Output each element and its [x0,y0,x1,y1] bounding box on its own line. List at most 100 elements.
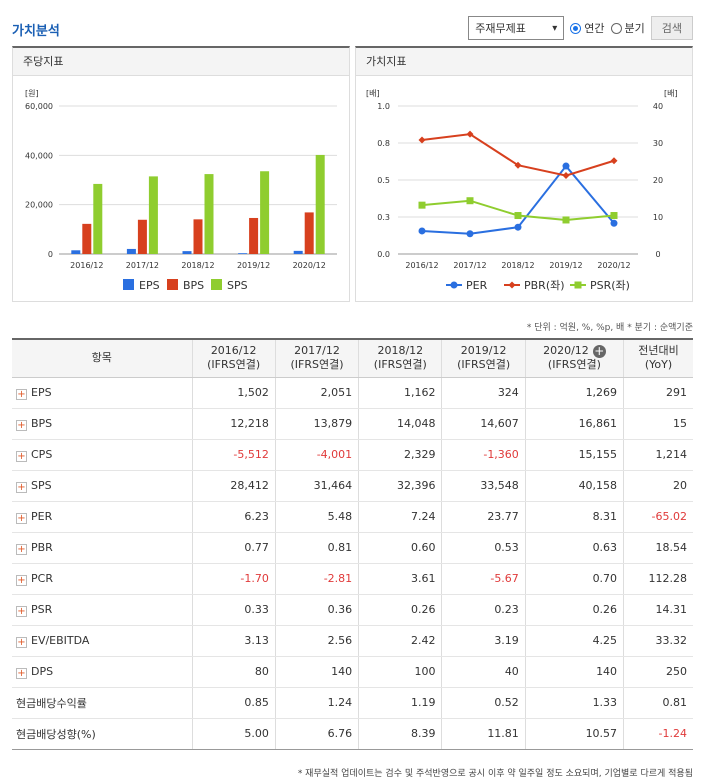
expand-icon[interactable]: + [16,512,27,524]
yoy-cell: 18.54 [623,532,693,564]
row-label-cell[interactable]: + DPS [12,656,192,688]
bar-bps [249,217,259,254]
header-period: 2017/12 [294,344,340,358]
y-tick-label-left: 0.3 [377,213,390,222]
value-cell: 4.25 [524,625,624,657]
legend-swatch-bps [167,279,178,290]
page-title: 가치분석 [12,24,60,39]
value-cell: 33,548 [441,470,526,502]
y-tick-label-left: 0.8 [377,139,390,148]
point-pbr [514,161,522,169]
header-basis: (IFRS연결) [457,358,511,372]
legend-label-per: PER [466,279,488,292]
header-col-1: 2017/12 (IFRS연결) [274,339,359,378]
valuation-panel: 가치지표 [배] [배] 0.0 0 0.3 10 0.5 20 0.8 30 1.0 40 2016/… [355,46,693,302]
row-label: PBR [31,540,53,554]
legend-swatch-sps [211,279,222,290]
row-label-cell[interactable]: + PCR [12,563,192,595]
row-label-cell[interactable]: + PSR [12,594,192,626]
expand-icon[interactable]: + [16,543,27,555]
valuation-line-chart: [배] [배] 0.0 0 0.3 10 0.5 20 0.8 30 1.0 40 2016/12 201… [366,89,678,292]
radio-quarter-dot[interactable] [610,22,622,34]
expand-icon[interactable]: + [16,450,27,462]
value-cell: 0.52 [441,687,526,719]
value-cell: 8.31 [524,501,624,533]
row-label: 현금배당수익률 [16,696,87,710]
row-label: DPS [31,664,54,678]
y-tick-label: 60,000 [25,102,53,111]
expand-icon[interactable]: + [16,481,27,493]
yoy-cell: 14.31 [623,594,693,626]
value-cell: 0.81 [274,532,359,564]
row-label-cell[interactable]: + EPS [12,377,192,409]
header-basis: (IFRS연결) [207,358,261,372]
valuation-panel-title: 가치지표 [356,48,692,76]
expand-icon[interactable]: + [16,574,27,586]
row-label-cell[interactable]: + EV/EBITDA [12,625,192,657]
legend-label-eps: EPS [139,279,160,292]
x-tick-label: 2017/12 [453,261,486,270]
y-tick-label: 0 [48,250,53,259]
statement-select[interactable]: 주재무제표 ▾ [468,16,565,40]
legend-label-psr: PSR(좌) [590,279,630,292]
x-tick-label: 2018/12 [501,261,534,270]
yoy-cell: -65.02 [623,501,693,533]
bar-bps [193,219,203,254]
row-label: EPS [31,385,52,399]
header-col-2: 2018/12 (IFRS연결) [358,339,442,378]
header-basis: (IFRS연결) [547,358,601,372]
row-label: 현금배당성향(%) [16,727,96,741]
bar-eps [293,250,303,254]
point-per [610,219,618,227]
expand-icon[interactable]: + [16,419,27,431]
add-column-icon[interactable]: + [592,344,606,359]
value-cell: 1.19 [358,687,442,719]
row-label-cell[interactable]: + BPS [12,408,192,440]
point-pbr [466,130,474,138]
y-tick-label-right: 40 [653,102,663,111]
row-label-cell[interactable]: + PBR [12,532,192,564]
value-cell: 0.85 [191,687,276,719]
table-row: + DPS 80 140 100 40 140 250 [12,656,693,688]
legend-swatch-eps [123,279,134,290]
per-share-panel: 주당지표 [원] 0 20,000 40,000 60,000 2016/12 2017/1… [12,46,350,302]
expand-icon[interactable]: + [16,605,27,617]
row-label-cell[interactable]: + CPS [12,439,192,471]
expand-icon[interactable]: + [16,388,27,400]
x-tick-label: 2016/12 [70,261,103,270]
search-button[interactable]: 검색 [650,16,693,40]
value-cell: 6.76 [274,718,359,750]
x-tick-label: 2018/12 [181,261,214,270]
value-cell: 1,269 [524,377,624,409]
legend-marker-pbr [508,281,516,289]
value-cell: 0.26 [524,594,624,626]
value-cell: 16,861 [524,408,624,440]
yoy-cell: 0.81 [623,687,693,719]
valuation-table: 항목 2016/12 (IFRS연결) 2017/12 (IFRS연결) 2018/… [12,338,693,750]
row-label-cell[interactable]: + SPS [12,470,192,502]
radio-annual[interactable]: 연간 [570,20,605,36]
row-label: BPS [31,416,53,430]
point-psr [562,216,570,224]
expand-icon[interactable]: + [16,636,27,648]
value-cell: 80 [191,656,276,688]
table-row: + PCR -1.70 -2.81 3.61 -5.67 0.70 112.28 [12,563,693,595]
expand-icon[interactable]: + [16,667,27,679]
value-cell: 0.26 [358,594,442,626]
radio-annual-dot[interactable] [570,22,582,34]
value-cell: 324 [441,377,526,409]
y-tick-label-right: 30 [653,139,663,148]
yoy-cell: 291 [623,377,693,409]
table-row: + EPS 1,502 2,051 1,162 324 1,269 291 [12,377,693,409]
x-tick-label: 2019/12 [237,261,270,270]
bar-bps [137,219,147,254]
value-cell: 0.60 [358,532,442,564]
value-cell: 0.33 [191,594,276,626]
value-cell: 31,464 [274,470,359,502]
table-row: + EV/EBITDA 3.13 2.56 2.42 3.19 4.25 33.32 [12,625,693,657]
bar-bps [82,223,92,254]
radio-quarter[interactable]: 분기 [610,20,645,36]
row-label-cell[interactable]: + PER [12,501,192,533]
value-cell: 5.00 [191,718,276,750]
value-cell: -2.81 [274,563,359,595]
